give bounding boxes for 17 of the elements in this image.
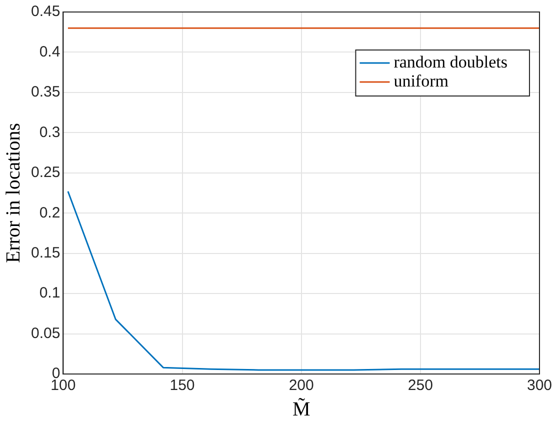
y-tick-label: 0.15 [30,244,60,262]
x-tick-label: 200 [288,377,314,394]
x-axis-title: M̃ [292,397,310,420]
legend-label: uniform [394,71,448,90]
x-tick-label: 300 [526,377,552,394]
y-tick-label: 0.4 [39,43,60,60]
y-tick-label: 0.35 [30,84,60,101]
y-tick-label: 0.1 [39,284,60,302]
y-tick-label: 0.3 [39,124,60,141]
legend-label: random doublets [394,52,508,72]
y-tick-label: 0.45 [30,3,60,20]
y-tick-label: 0.05 [30,324,60,342]
y-tick-label: 0.2 [39,204,60,222]
y-tick-label: 0.25 [30,164,60,182]
x-tick-label: 250 [408,377,433,394]
y-axis-title: Error in locations [2,122,24,263]
x-tick-label: 150 [170,377,195,394]
